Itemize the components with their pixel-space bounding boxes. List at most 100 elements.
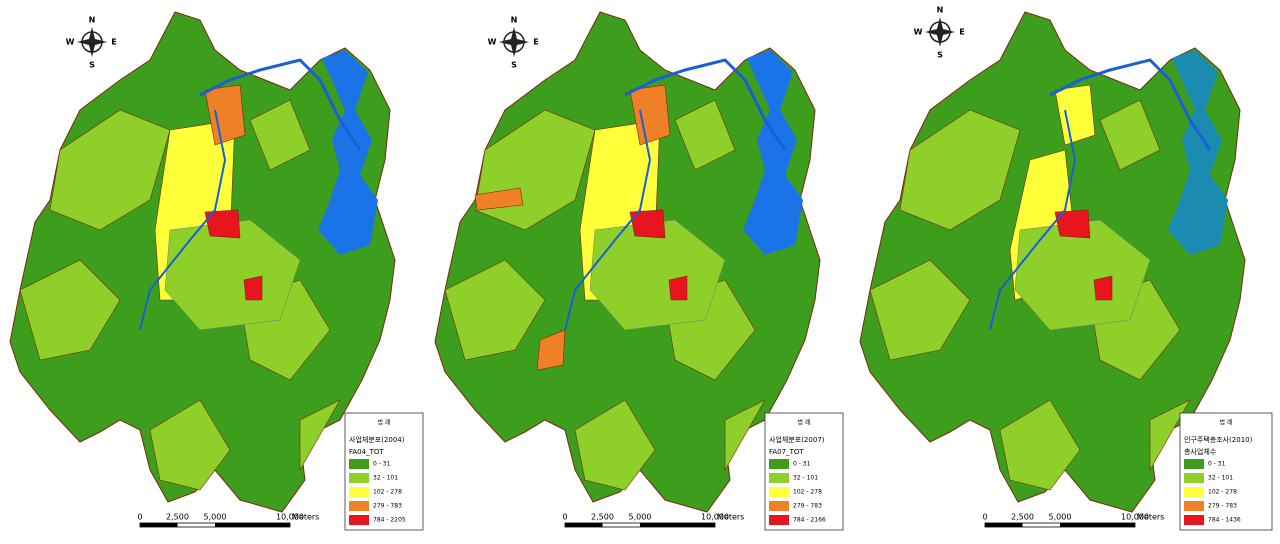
legend-swatch	[349, 487, 369, 497]
district	[1054, 84, 1096, 146]
compass-rose	[77, 27, 107, 57]
legend-title: 사업체분포(2007)	[769, 435, 825, 444]
scale-bar-segment	[1060, 523, 1135, 527]
district	[1093, 275, 1113, 301]
compass-west: W	[914, 28, 923, 37]
region	[869, 259, 971, 361]
compass-west: W	[488, 38, 497, 47]
region	[49, 109, 171, 231]
legend-label: 0 - 31	[1208, 461, 1226, 468]
legend-header: 범 례	[378, 419, 391, 427]
scale-unit: Meters	[1137, 513, 1164, 522]
scale-label: 2,500	[591, 513, 614, 522]
city-core	[589, 219, 726, 331]
region	[19, 259, 121, 361]
legend-box	[1179, 412, 1273, 531]
city-core	[1014, 219, 1151, 331]
legend-swatch	[769, 515, 789, 525]
legend-label: 784 - 2166	[793, 517, 826, 524]
district	[668, 275, 688, 301]
legend-swatch	[1184, 487, 1204, 497]
scale-label: 5,000	[204, 513, 227, 522]
legend-swatch	[349, 473, 369, 483]
legend-label: 102 - 278	[373, 489, 402, 496]
legend-title: 인구주택총조사(2010)	[1184, 435, 1253, 444]
legend-title: 총사업체수	[1184, 447, 1217, 456]
district	[204, 84, 246, 146]
compass-west: W	[66, 38, 75, 47]
legend-label: 279 - 783	[373, 503, 402, 510]
legend-label: 102 - 278	[1208, 489, 1237, 496]
legend-label: 32 - 101	[1208, 475, 1233, 482]
river	[139, 109, 227, 331]
region	[999, 399, 1081, 491]
scale-label: 10,000	[1121, 513, 1149, 522]
legend-swatch	[1184, 515, 1204, 525]
river	[989, 109, 1077, 331]
scale-label: 5,000	[629, 513, 652, 522]
legend-swatch	[349, 515, 369, 525]
legend-title: 사업체분포(2004)	[349, 435, 405, 444]
scale-label: 10,000	[276, 513, 304, 522]
scale-bar-segment	[640, 523, 715, 527]
legend-swatch	[769, 501, 789, 511]
legend-label: 784 - 1436	[1208, 517, 1241, 524]
legend-label: 0 - 31	[793, 461, 811, 468]
scale-label: 0	[562, 513, 567, 522]
lake	[318, 50, 378, 255]
scale-bar-segment	[565, 523, 603, 527]
district	[204, 209, 241, 239]
legend-title: FA04_TOT	[349, 448, 384, 456]
scale-bar-segment	[215, 523, 290, 527]
compass-north: N	[89, 16, 96, 25]
district	[1054, 209, 1091, 239]
scale-bar-segment	[985, 523, 1023, 527]
legend-label: 279 - 783	[1208, 503, 1237, 510]
legend-swatch	[1184, 473, 1204, 483]
compass-north: N	[937, 6, 944, 15]
legend-box	[344, 412, 424, 531]
legend-swatch	[349, 501, 369, 511]
lake	[1168, 50, 1228, 255]
region	[444, 259, 546, 361]
scale-label: 0	[137, 513, 142, 522]
district	[474, 187, 524, 211]
legend-swatch	[1184, 459, 1204, 469]
region	[574, 399, 656, 491]
scale-label: 2,500	[166, 513, 189, 522]
river	[564, 109, 652, 331]
lake	[743, 50, 803, 255]
scale-bar-segment	[140, 523, 178, 527]
river	[1049, 58, 1212, 151]
legend-header: 범 례	[798, 419, 811, 427]
river	[624, 58, 787, 151]
district	[629, 84, 671, 146]
legend-title: FA07_TOT	[769, 448, 804, 456]
compass-east: E	[111, 38, 116, 47]
region	[1099, 99, 1161, 171]
legend-swatch	[769, 459, 789, 469]
region	[899, 109, 1021, 231]
region	[299, 399, 341, 472]
compass-east: E	[959, 28, 964, 37]
legend-swatch	[769, 487, 789, 497]
legend-swatch	[349, 459, 369, 469]
compass-rose	[499, 27, 529, 57]
legend-swatch	[1184, 501, 1204, 511]
legend-label: 0 - 31	[373, 461, 391, 468]
region	[149, 399, 231, 491]
district	[536, 329, 566, 371]
region	[249, 99, 311, 171]
scale-label: 5,000	[1049, 513, 1072, 522]
region	[724, 399, 766, 472]
region	[674, 99, 736, 171]
scale-unit: Meters	[717, 513, 744, 522]
district	[629, 209, 666, 239]
compass-south: S	[511, 61, 517, 70]
